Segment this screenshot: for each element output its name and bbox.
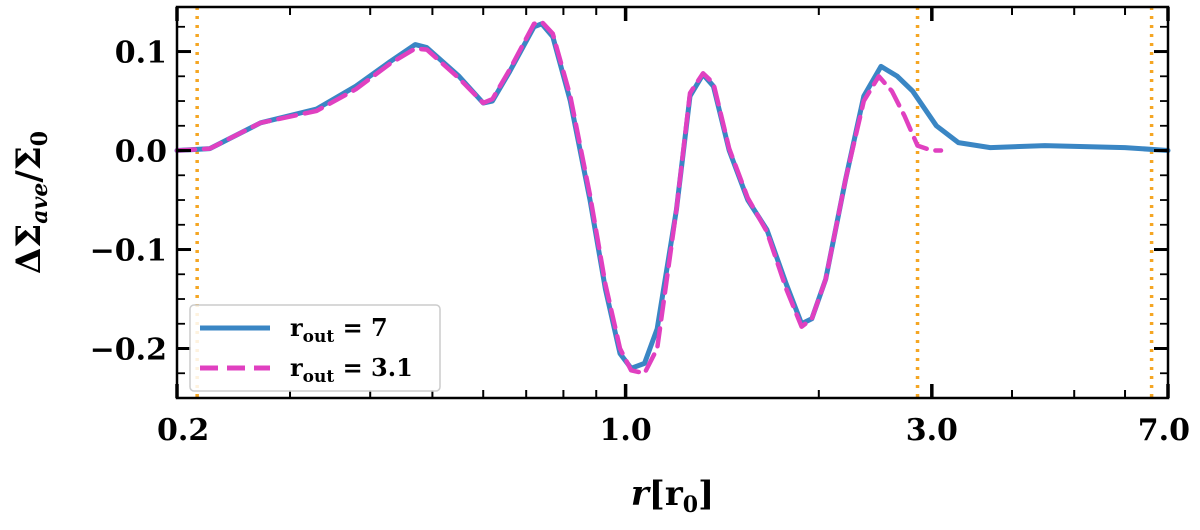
y-tick-label: 0.0 [115,135,167,170]
y-tick-label: −0.2 [90,333,167,368]
plot-frame [175,5,1170,400]
series-line-1 [174,19,944,376]
x-axis-label: r[r0] [631,474,714,518]
y-axis-label: ΔΣave/Σ0 [9,131,53,274]
legend: rout = 7 rout = 3.1 [189,304,441,392]
x-tick-label: 0.2 [157,413,209,448]
y-tick-label: −0.1 [90,234,167,269]
legend-label-series-0: rout = 7 [290,313,388,347]
y-tick-label: 0.1 [115,36,167,71]
legend-label-series-1: rout = 3.1 [290,353,413,387]
x-tick-label: 1.0 [600,413,652,448]
series-layer [174,19,1171,376]
ticks-layer: 0.2 1.0 3.0 7.0 −0.2 −0.1 0.0 0.1 [90,7,1190,448]
x-tick-label: 7.0 [1138,413,1190,448]
x-tick-label: 3.0 [906,413,958,448]
